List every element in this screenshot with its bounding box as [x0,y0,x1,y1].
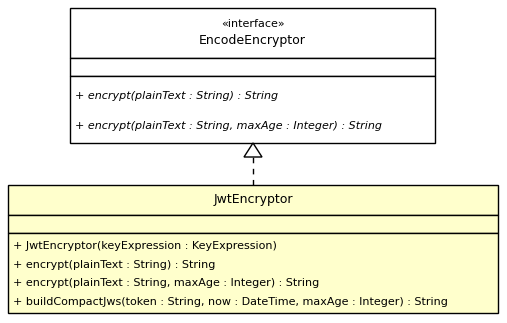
Text: JwtEncryptor: JwtEncryptor [213,193,293,206]
Bar [8,185,498,215]
Text: «interface»: «interface» [221,19,284,29]
Text: + encrypt(plainText : String) : String: + encrypt(plainText : String) : String [75,91,278,101]
Bar [8,215,498,233]
Text: + encrypt(plainText : String, maxAge : Integer) : String: + encrypt(plainText : String, maxAge : I… [13,278,319,288]
Text: + buildCompactJws(token : String, now : DateTime, maxAge : Integer) : String: + buildCompactJws(token : String, now : … [13,297,448,307]
Bar [70,76,435,143]
Text: + encrypt(plainText : String, maxAge : Integer) : String: + encrypt(plainText : String, maxAge : I… [75,120,382,130]
Bar [70,58,435,76]
Bar [70,8,435,58]
Text: EncodeEncryptor: EncodeEncryptor [199,34,306,47]
Bar [8,233,498,313]
Text: + JwtEncryptor(keyExpression : KeyExpression): + JwtEncryptor(keyExpression : KeyExpres… [13,241,277,251]
Text: + encrypt(plainText : String) : String: + encrypt(plainText : String) : String [13,260,215,270]
Polygon shape [244,143,262,157]
